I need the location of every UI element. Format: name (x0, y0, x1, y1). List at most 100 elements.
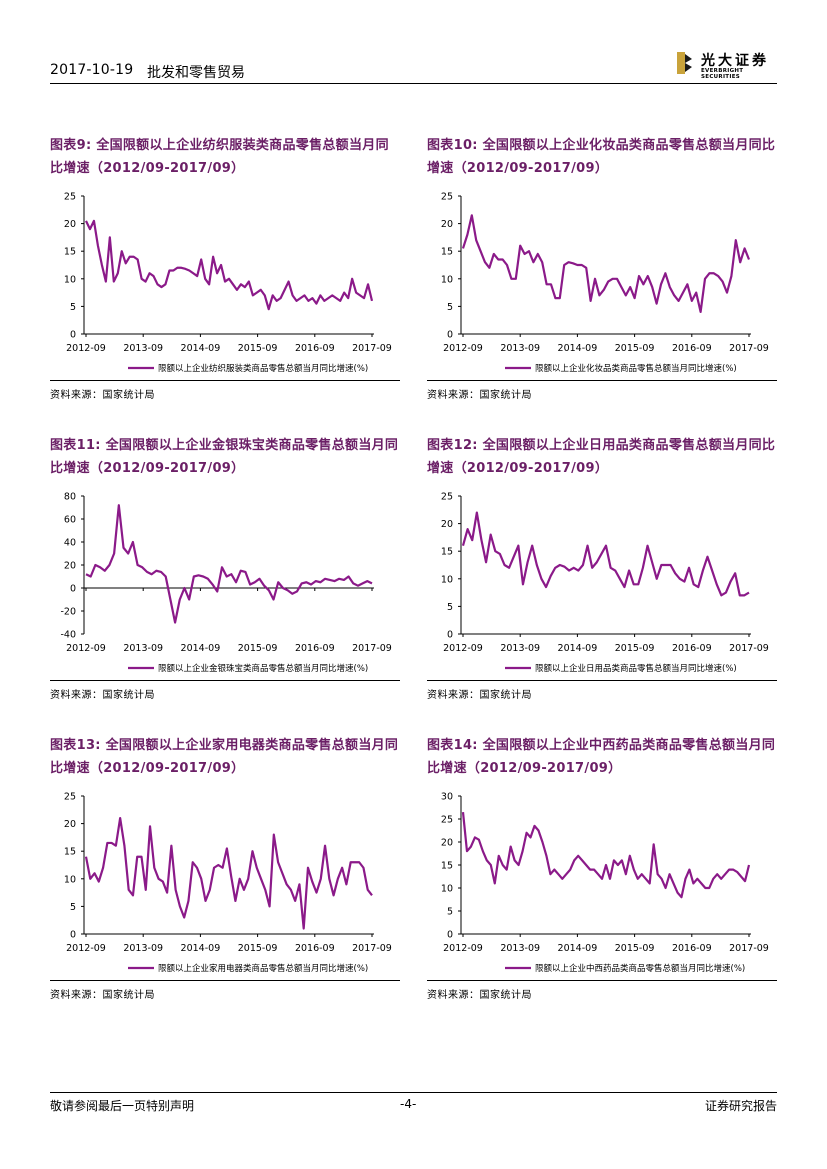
x-tick-label: 2012-09 (443, 943, 483, 954)
y-tick-label: 0 (70, 930, 76, 941)
header-divider (50, 83, 777, 84)
figure-panel-14: 图表14: 全国限额以上企业中西药品类商品零售总额当月同比增速（2012/09-… (427, 734, 777, 1019)
y-tick-label: 0 (70, 330, 76, 341)
y-tick-label: 25 (441, 815, 453, 826)
page-number: -4- (400, 1097, 417, 1111)
series-line (461, 811, 751, 899)
y-tick-label: 40 (64, 538, 76, 549)
figure-title: 图表13: 全国限额以上企业家用电器类商品零售总额当月同比增速（2012/09-… (50, 738, 399, 776)
x-tick-label: 2012-09 (443, 643, 483, 654)
y-tick-label: 5 (70, 902, 76, 913)
x-tick-label: 2014-09 (558, 943, 598, 954)
source-divider (50, 980, 400, 981)
y-tick-label: 15 (64, 247, 76, 258)
legend-label: 限额以上企业家用电器类商品零售总额当月同比增速(%) (158, 963, 368, 974)
x-tick-label: 2013-09 (123, 343, 163, 354)
series-line (461, 511, 750, 597)
line-chart: 0 5 10 15 20 25 2012-09 2013-09 2014-09 2015-09 20… (441, 492, 769, 675)
footer-divider (50, 1092, 777, 1093)
report-topic: 批发和零售贸易 (147, 65, 245, 81)
legend-label: 限额以上企业化妆品类商品零售总额当月同比增速(%) (535, 363, 737, 374)
y-tick-label: -40 (60, 630, 76, 641)
legend-label: 限额以上企业金银珠宝类商品零售总额当月同比增速(%) (158, 663, 368, 674)
y-tick-label: 30 (441, 792, 453, 803)
x-tick-label: 2013-09 (500, 343, 540, 354)
figure-panel-12: 图表12: 全国限额以上企业日用品类商品零售总额当月同比增速（2012/09-2… (427, 434, 777, 719)
y-tick-label: 10 (441, 274, 453, 285)
x-tick-label: 2017-09 (352, 943, 392, 954)
x-tick-label: 2015-09 (238, 943, 278, 954)
source-divider (427, 380, 777, 381)
x-tick-label: 2016-09 (295, 943, 335, 954)
company-logo: 光大证券 EVERBRIGHT SECURITIES (677, 50, 777, 80)
logo-mark-icon (677, 52, 692, 74)
y-tick-label: 0 (447, 330, 453, 341)
source-divider (427, 680, 777, 681)
y-tick-label: 5 (70, 302, 76, 313)
y-tick-label: 5 (447, 907, 453, 918)
x-tick-label: 2016-09 (672, 643, 712, 654)
y-tick-label: 5 (447, 302, 453, 313)
logo-chinese-name: 光大证券 (701, 53, 769, 69)
figure-title: 图表11: 全国限额以上企业金银珠宝类商品零售总额当月同比增速（2012/09-… (50, 438, 399, 476)
figure-panel-11: 图表11: 全国限额以上企业金银珠宝类商品零售总额当月同比增速（2012/09-… (50, 434, 400, 719)
figure-title: 图表10: 全国限额以上企业化妆品类商品零售总额当月同比增速（2012/09-2… (427, 138, 776, 176)
figure-source: 资料来源：国家统计局 (427, 690, 532, 701)
figure-title: 图表9: 全国限额以上企业纺织服装类商品零售总额当月同比增速（2012/09-2… (50, 138, 389, 176)
x-tick-label: 2015-09 (615, 643, 655, 654)
x-tick-label: 2016-09 (672, 343, 712, 354)
x-tick-label: 2017-09 (352, 343, 392, 354)
y-tick-label: 60 (64, 515, 76, 526)
y-tick-label: 20 (64, 219, 76, 230)
figure-source: 资料来源：国家统计局 (427, 390, 532, 401)
x-tick-label: 2017-09 (729, 643, 769, 654)
source-divider (50, 680, 400, 681)
y-tick-label: 5 (447, 602, 453, 613)
figure-panel-13: 图表13: 全国限额以上企业家用电器类商品零售总额当月同比增速（2012/09-… (50, 734, 400, 1019)
series-line (461, 214, 751, 314)
line-chart: 0 5 10 15 20 25 2012-09 2013-09 2014-09 2015-09 20… (64, 792, 392, 975)
y-tick-label: 10 (441, 884, 453, 895)
figure-source: 资料来源：国家统计局 (50, 990, 155, 1001)
figure-title: 图表12: 全国限额以上企业日用品类商品零售总额当月同比增速（2012/09-2… (427, 438, 776, 476)
x-tick-label: 2012-09 (443, 343, 483, 354)
y-tick-label: 20 (441, 219, 453, 230)
x-tick-label: 2013-09 (500, 943, 540, 954)
x-tick-label: 2013-09 (500, 643, 540, 654)
y-tick-label: 25 (64, 192, 76, 203)
x-tick-label: 2014-09 (181, 643, 221, 654)
series-line (84, 816, 373, 930)
x-tick-label: 2012-09 (66, 643, 106, 654)
x-tick-label: 2017-09 (729, 943, 769, 954)
y-tick-label: 25 (441, 492, 453, 503)
x-tick-label: 2014-09 (181, 943, 221, 954)
x-tick-label: 2016-09 (295, 643, 335, 654)
x-tick-label: 2017-09 (352, 643, 392, 654)
source-divider (50, 380, 400, 381)
x-tick-label: 2012-09 (66, 343, 106, 354)
line-chart: 0 5 10 15 20 25 2012-09 2013-09 2014-09 2015-09 20… (64, 192, 392, 375)
y-tick-label: 10 (441, 574, 453, 585)
y-tick-label: 15 (64, 847, 76, 858)
line-chart: -40 -20 0 20 40 60 80 2012-09 2013-09 2014-09 2015… (60, 492, 392, 675)
x-tick-label: 2012-09 (66, 943, 106, 954)
y-tick-label: 20 (64, 819, 76, 830)
line-chart: 0 5 10 15 20 25 2012-09 2013-09 2014-09 2015-09 20… (441, 192, 769, 375)
logo-english-name: EVERBRIGHT SECURITIES (701, 68, 744, 80)
y-tick-label: 15 (441, 547, 453, 558)
footer-doc-type: 证券研究报告 (704, 1099, 777, 1113)
y-tick-label: 10 (64, 274, 76, 285)
y-tick-label: 0 (70, 584, 76, 595)
y-tick-label: 15 (441, 247, 453, 258)
report-date: 2017-10-19 (50, 62, 134, 78)
y-tick-label: 20 (441, 519, 453, 530)
y-tick-label: 20 (64, 561, 76, 572)
x-tick-label: 2013-09 (123, 643, 163, 654)
y-tick-label: 25 (64, 792, 76, 803)
y-tick-label: -20 (60, 607, 76, 618)
x-tick-label: 2014-09 (558, 643, 598, 654)
x-tick-label: 2017-09 (729, 343, 769, 354)
y-tick-label: 0 (447, 930, 453, 941)
x-tick-label: 2013-09 (123, 943, 163, 954)
y-tick-label: 80 (64, 492, 76, 503)
